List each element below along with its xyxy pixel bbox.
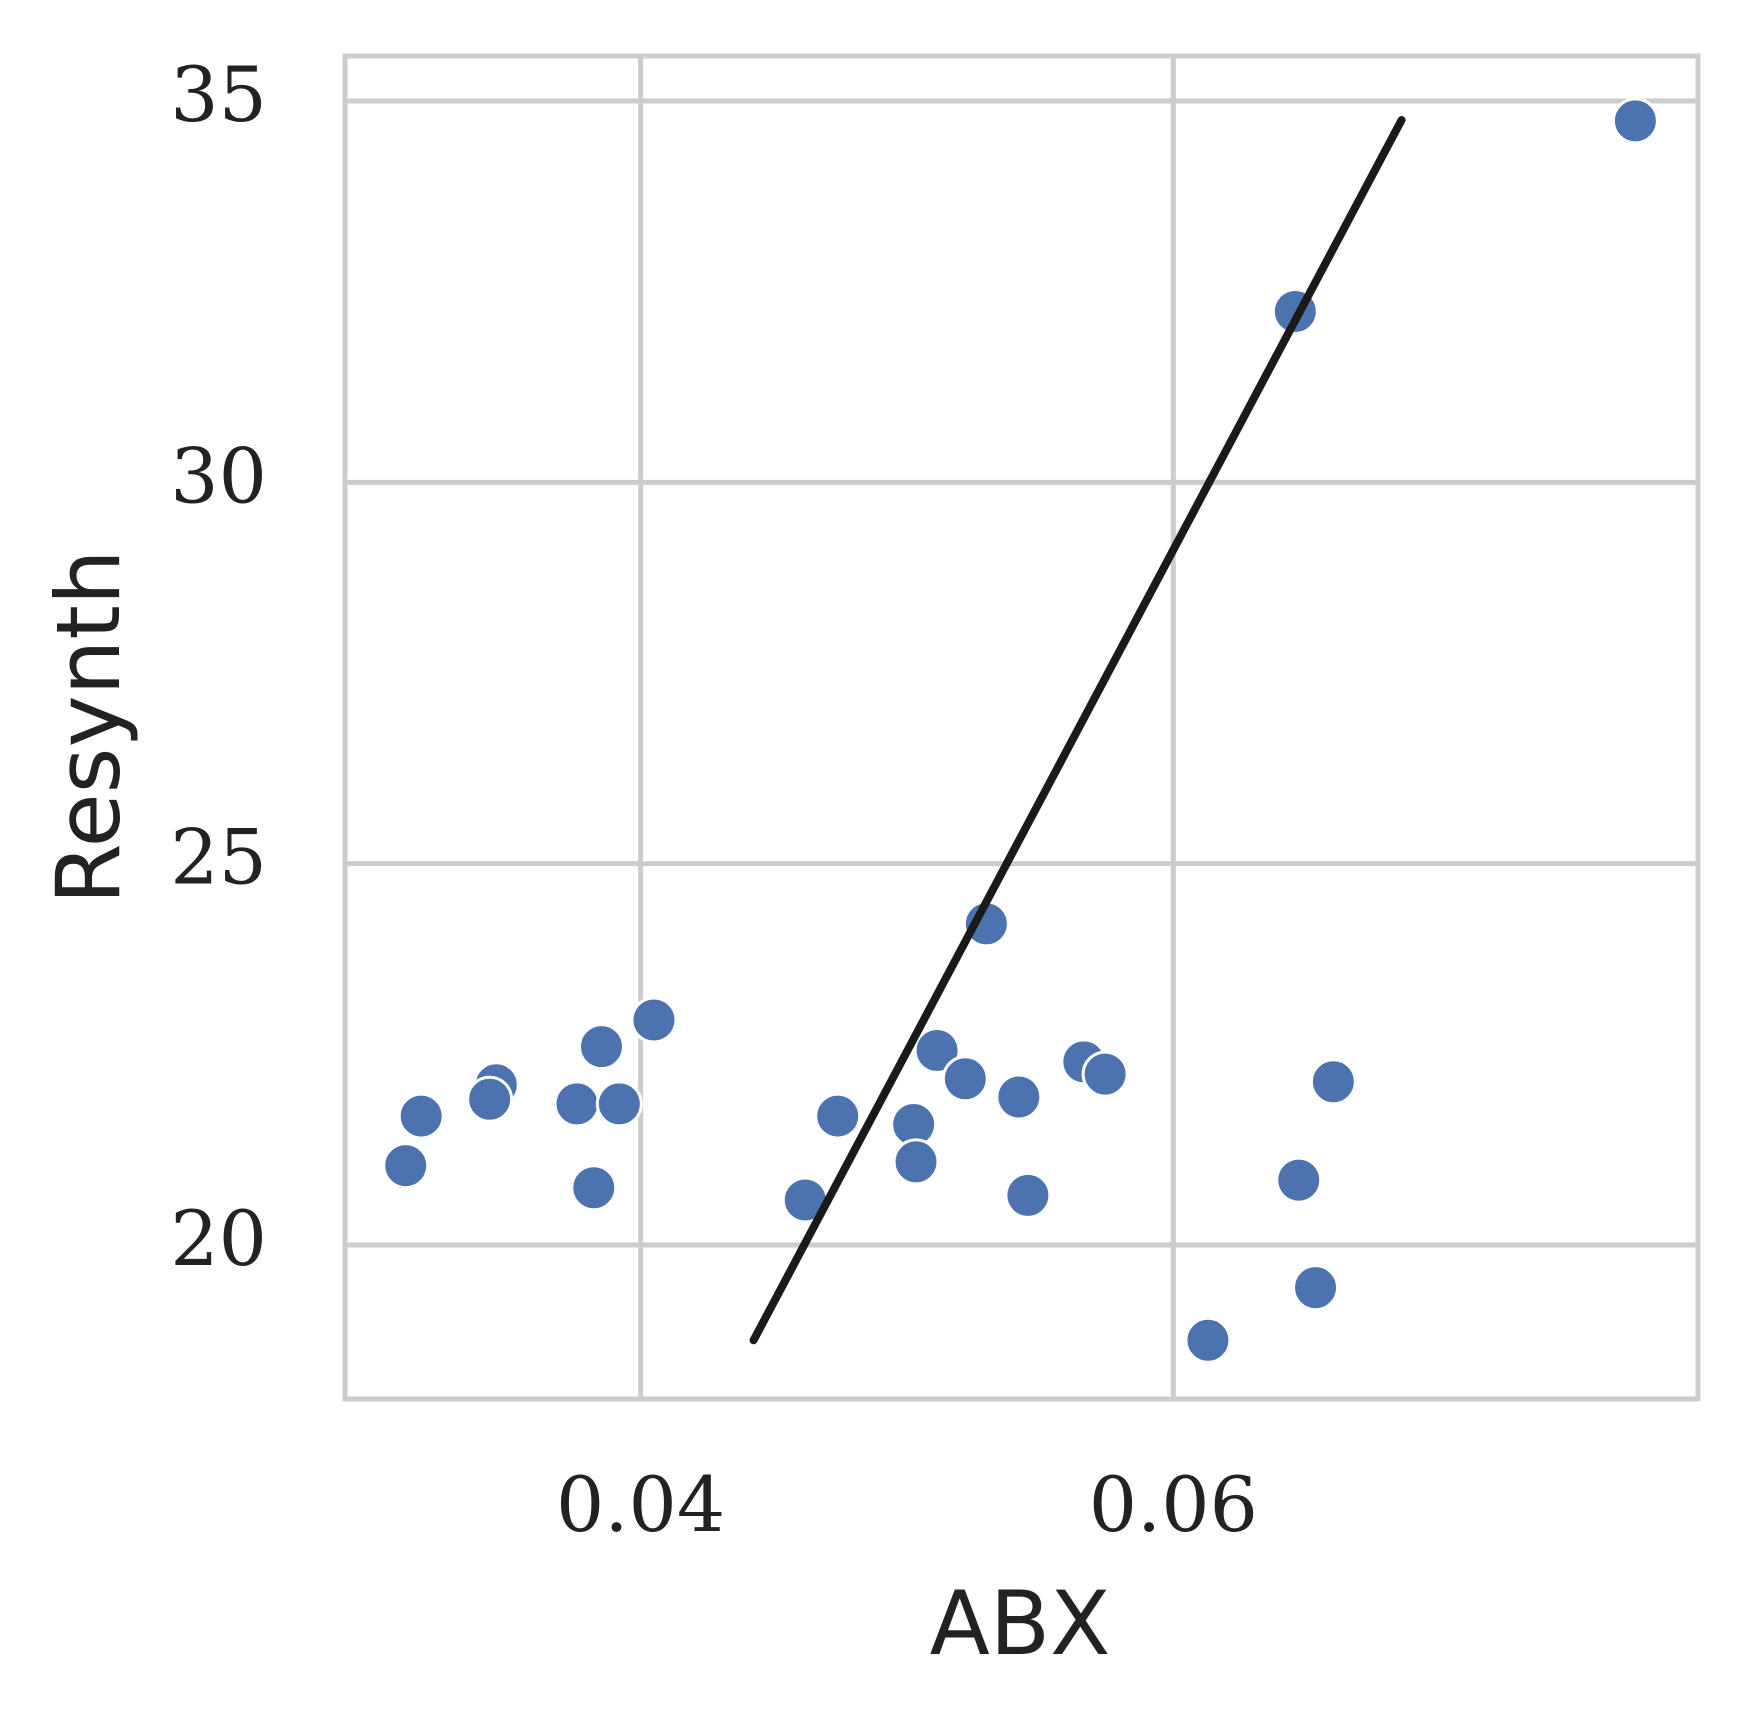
fit-line (749, 116, 1406, 1345)
point (941, 1055, 989, 1103)
point (1081, 1050, 1129, 1098)
point (913, 1026, 961, 1074)
point (630, 996, 678, 1044)
point (382, 1142, 430, 1190)
point (1275, 1156, 1323, 1204)
point (570, 1164, 618, 1212)
x-tick-label: 0.06 (1089, 1460, 1258, 1549)
point (553, 1080, 601, 1128)
y-axis-label: Resynth (37, 549, 140, 904)
point (995, 1073, 1043, 1121)
x-tick-label: 0.04 (556, 1460, 725, 1549)
y-tick-label: 30 (170, 431, 267, 520)
plot-frame (342, 53, 1701, 1402)
y-tick-label: 20 (170, 1194, 267, 1283)
point (1611, 97, 1659, 145)
point (1184, 1316, 1232, 1364)
x-axis-label: ABX (930, 1572, 1111, 1675)
y-tick-label: 25 (170, 813, 267, 902)
point (1004, 1171, 1052, 1219)
y-tick-label: 35 (170, 50, 267, 139)
point (892, 1138, 940, 1186)
point (1292, 1264, 1340, 1312)
point (577, 1023, 625, 1071)
point (595, 1080, 643, 1128)
point (397, 1092, 445, 1140)
point (814, 1092, 862, 1140)
point (466, 1075, 514, 1123)
point (1309, 1058, 1357, 1106)
